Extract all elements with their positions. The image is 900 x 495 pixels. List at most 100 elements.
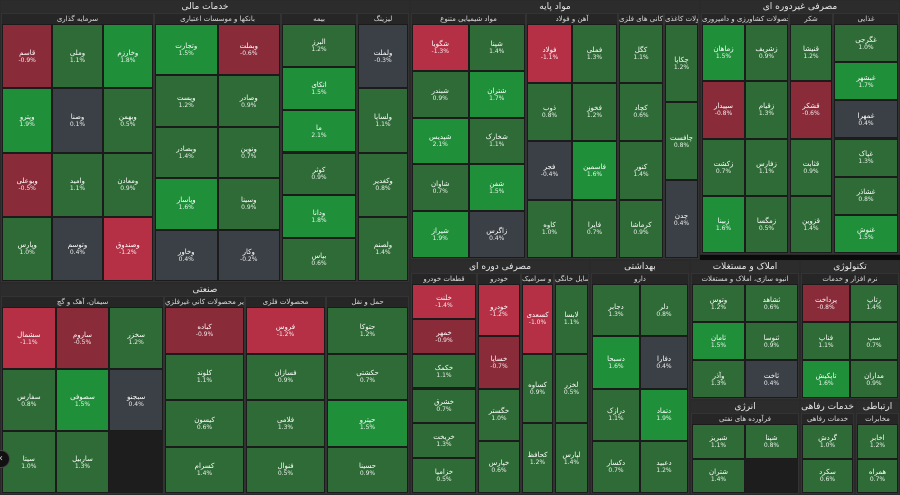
symbol-tile[interactable]: کاوه 1.0% — [527, 199, 572, 258]
symbol-tile[interactable]: درازک 1.1% — [592, 388, 640, 441]
symbol-tile[interactable]: ولملت -0.3% — [358, 24, 408, 89]
symbol-tile[interactable]: قزوین 1.4% — [790, 195, 832, 253]
symbol-tile[interactable]: زاگرس 0.4% — [468, 211, 525, 258]
symbol-tile[interactable]: وپارس 1.0% — [2, 216, 53, 281]
symbol-tile[interactable]: حکشتی 0.7% — [327, 353, 408, 400]
symbol-tile[interactable]: شبندر 0.9% — [412, 70, 469, 118]
symbol-tile[interactable]: ونوین 0.7% — [217, 126, 280, 179]
symbol-tile[interactable]: کحافظ 1.2% — [522, 423, 553, 493]
symbol-tile[interactable]: زبینا 1.6% — [702, 195, 745, 253]
symbol-tile[interactable]: اخابر 1.2% — [857, 424, 898, 459]
symbol-tile[interactable]: فنوال 0.5% — [246, 446, 325, 493]
symbol-tile[interactable]: وپترو 1.9% — [2, 88, 53, 153]
symbol-tile[interactable]: کگل 1.1% — [619, 24, 663, 83]
symbol-tile[interactable]: شتران 1.4% — [692, 458, 745, 493]
symbol-tile[interactable]: وبملت -0.6% — [217, 24, 280, 76]
symbol-tile[interactable]: حتوکا 1.2% — [327, 307, 408, 354]
symbol-tile[interactable]: سخزر 1.2% — [109, 307, 163, 369]
symbol-tile[interactable]: فلامی 1.3% — [246, 400, 325, 447]
symbol-tile[interactable]: قثابت 0.9% — [790, 138, 832, 196]
symbol-tile[interactable]: وصادر 0.9% — [217, 75, 280, 127]
symbol-tile[interactable]: سیتا 1.0% — [2, 431, 56, 493]
symbol-tile[interactable]: دفارا 0.4% — [640, 336, 688, 389]
symbol-tile[interactable]: وپاسار 1.6% — [155, 178, 218, 230]
symbol-tile[interactable]: خودرو -1.2% — [478, 284, 520, 337]
symbol-tile[interactable]: دتماد 1.9% — [640, 388, 688, 441]
symbol-tile[interactable]: شپنا 1.4% — [468, 24, 525, 71]
symbol-tile[interactable]: فسازان 0.9% — [246, 353, 325, 400]
symbol-tile[interactable]: وتجارت 1.5% — [155, 24, 218, 76]
symbol-tile[interactable]: وتوسم 0.4% — [52, 216, 103, 281]
symbol-tile[interactable]: وملی 1.1% — [52, 24, 103, 89]
symbol-tile[interactable]: سکرد 0.6% — [802, 458, 853, 493]
symbol-tile[interactable]: غمهرا 0.4% — [834, 100, 898, 139]
symbol-tile[interactable]: کسعدی -1.0% — [522, 284, 553, 354]
symbol-tile[interactable]: زشریف 0.9% — [745, 24, 788, 82]
symbol-tile[interactable]: ولساپا 1.1% — [358, 88, 408, 153]
symbol-tile[interactable]: ما 2.1% — [282, 109, 356, 153]
symbol-tile[interactable]: وتوس 1.2% — [692, 284, 745, 322]
symbol-tile[interactable]: همراه 0.7% — [857, 458, 898, 493]
symbol-tile[interactable]: قنیشا 1.2% — [790, 24, 832, 82]
symbol-tile[interactable]: غنوش 1.5% — [834, 214, 898, 253]
symbol-tile[interactable]: سپیدار -0.8% — [702, 81, 745, 139]
symbol-tile[interactable]: ذوب 0.8% — [527, 82, 572, 141]
symbol-tile[interactable]: سشمال -1.1% — [2, 307, 56, 369]
symbol-tile[interactable]: قاسم -0.9% — [2, 24, 53, 89]
symbol-tile[interactable]: البرز 1.2% — [282, 24, 356, 67]
symbol-tile[interactable]: ساربیل 1.3% — [55, 431, 110, 493]
symbol-tile[interactable]: ثنوسا 0.9% — [745, 322, 798, 360]
symbol-tile[interactable]: کساوه 0.9% — [522, 353, 553, 424]
symbol-tile[interactable]: لابسا 1.1% — [555, 284, 588, 354]
symbol-tile[interactable]: کباده -0.9% — [165, 307, 244, 354]
symbol-tile[interactable]: چافست 0.8% — [665, 102, 698, 180]
symbol-tile[interactable]: وبصادر 1.4% — [155, 126, 218, 179]
symbol-tile[interactable]: کلوند 1.1% — [165, 353, 244, 400]
symbol-tile[interactable]: کچاد 0.6% — [619, 82, 663, 141]
symbol-tile[interactable]: غپاک 1.3% — [834, 138, 898, 177]
symbol-tile[interactable]: خپارس 0.6% — [478, 440, 520, 493]
symbol-tile[interactable]: لپارس 1.4% — [555, 423, 588, 493]
symbol-tile[interactable]: فولاد -1.1% — [527, 24, 572, 83]
symbol-tile[interactable]: وبوعلی -0.5% — [2, 152, 53, 217]
symbol-tile[interactable]: پرداخت -0.8% — [802, 284, 850, 322]
symbol-tile[interactable]: شاوان 0.7% — [412, 164, 469, 212]
symbol-tile[interactable]: خشرق 0.7% — [412, 388, 476, 424]
symbol-tile[interactable]: چکاپا 1.2% — [665, 24, 698, 102]
symbol-tile[interactable]: ثشاهد 0.6% — [745, 284, 798, 322]
symbol-tile[interactable]: فخوز 1.2% — [572, 82, 617, 141]
symbol-tile[interactable]: بپاس 0.6% — [282, 238, 356, 281]
symbol-tile[interactable]: وامید 1.1% — [52, 152, 103, 217]
symbol-tile[interactable]: خمهر -0.9% — [412, 318, 476, 354]
symbol-tile[interactable]: فایرا 0.7% — [572, 199, 617, 258]
symbol-tile[interactable]: شگویا -1.3% — [412, 24, 469, 71]
symbol-tile[interactable]: ودانا 1.8% — [282, 195, 356, 239]
symbol-tile[interactable]: دسبحا 1.6% — [592, 336, 640, 389]
symbol-tile[interactable]: ومعادن 0.9% — [102, 152, 153, 217]
symbol-tile[interactable]: چدن 0.4% — [665, 180, 698, 258]
symbol-tile[interactable]: دلر 0.8% — [640, 284, 688, 337]
symbol-tile[interactable]: شیراز 1.9% — [412, 211, 469, 258]
symbol-tile[interactable]: سپ 0.7% — [850, 322, 898, 360]
symbol-tile[interactable]: زکشت 0.7% — [702, 138, 745, 196]
symbol-tile[interactable]: شپدیس 2.1% — [412, 117, 469, 165]
symbol-tile[interactable]: خکمک 1.1% — [412, 353, 476, 389]
symbol-tile[interactable]: وسینا 0.9% — [217, 178, 280, 230]
symbol-tile[interactable]: خلنت -1.4% — [412, 284, 476, 319]
symbol-tile[interactable]: وپست 1.2% — [155, 75, 218, 127]
symbol-tile[interactable]: وخاور 0.4% — [155, 229, 218, 281]
symbol-tile[interactable]: کیسون 0.6% — [165, 400, 244, 447]
symbol-tile[interactable]: خساپا -0.7% — [478, 336, 520, 389]
symbol-tile[interactable]: وصندوق -1.2% — [102, 216, 153, 281]
symbol-tile[interactable]: کوثر 0.9% — [282, 152, 356, 196]
symbol-tile[interactable]: سصوفی 1.5% — [55, 369, 110, 431]
symbol-tile[interactable]: کسرام 1.4% — [165, 446, 244, 493]
symbol-tile[interactable]: فجر -0.4% — [527, 141, 572, 200]
symbol-tile[interactable]: وبهمن 0.5% — [102, 88, 153, 153]
symbol-tile[interactable]: غشاذر 0.8% — [834, 176, 898, 215]
symbol-tile[interactable]: وکار -0.2% — [217, 229, 280, 281]
symbol-tile[interactable]: رتاپ 1.4% — [850, 284, 898, 322]
symbol-tile[interactable]: وکغدیر 0.8% — [358, 152, 408, 217]
symbol-tile[interactable]: تاپکیش 1.6% — [802, 360, 850, 398]
symbol-tile[interactable]: ثاخت 0.4% — [745, 360, 798, 398]
